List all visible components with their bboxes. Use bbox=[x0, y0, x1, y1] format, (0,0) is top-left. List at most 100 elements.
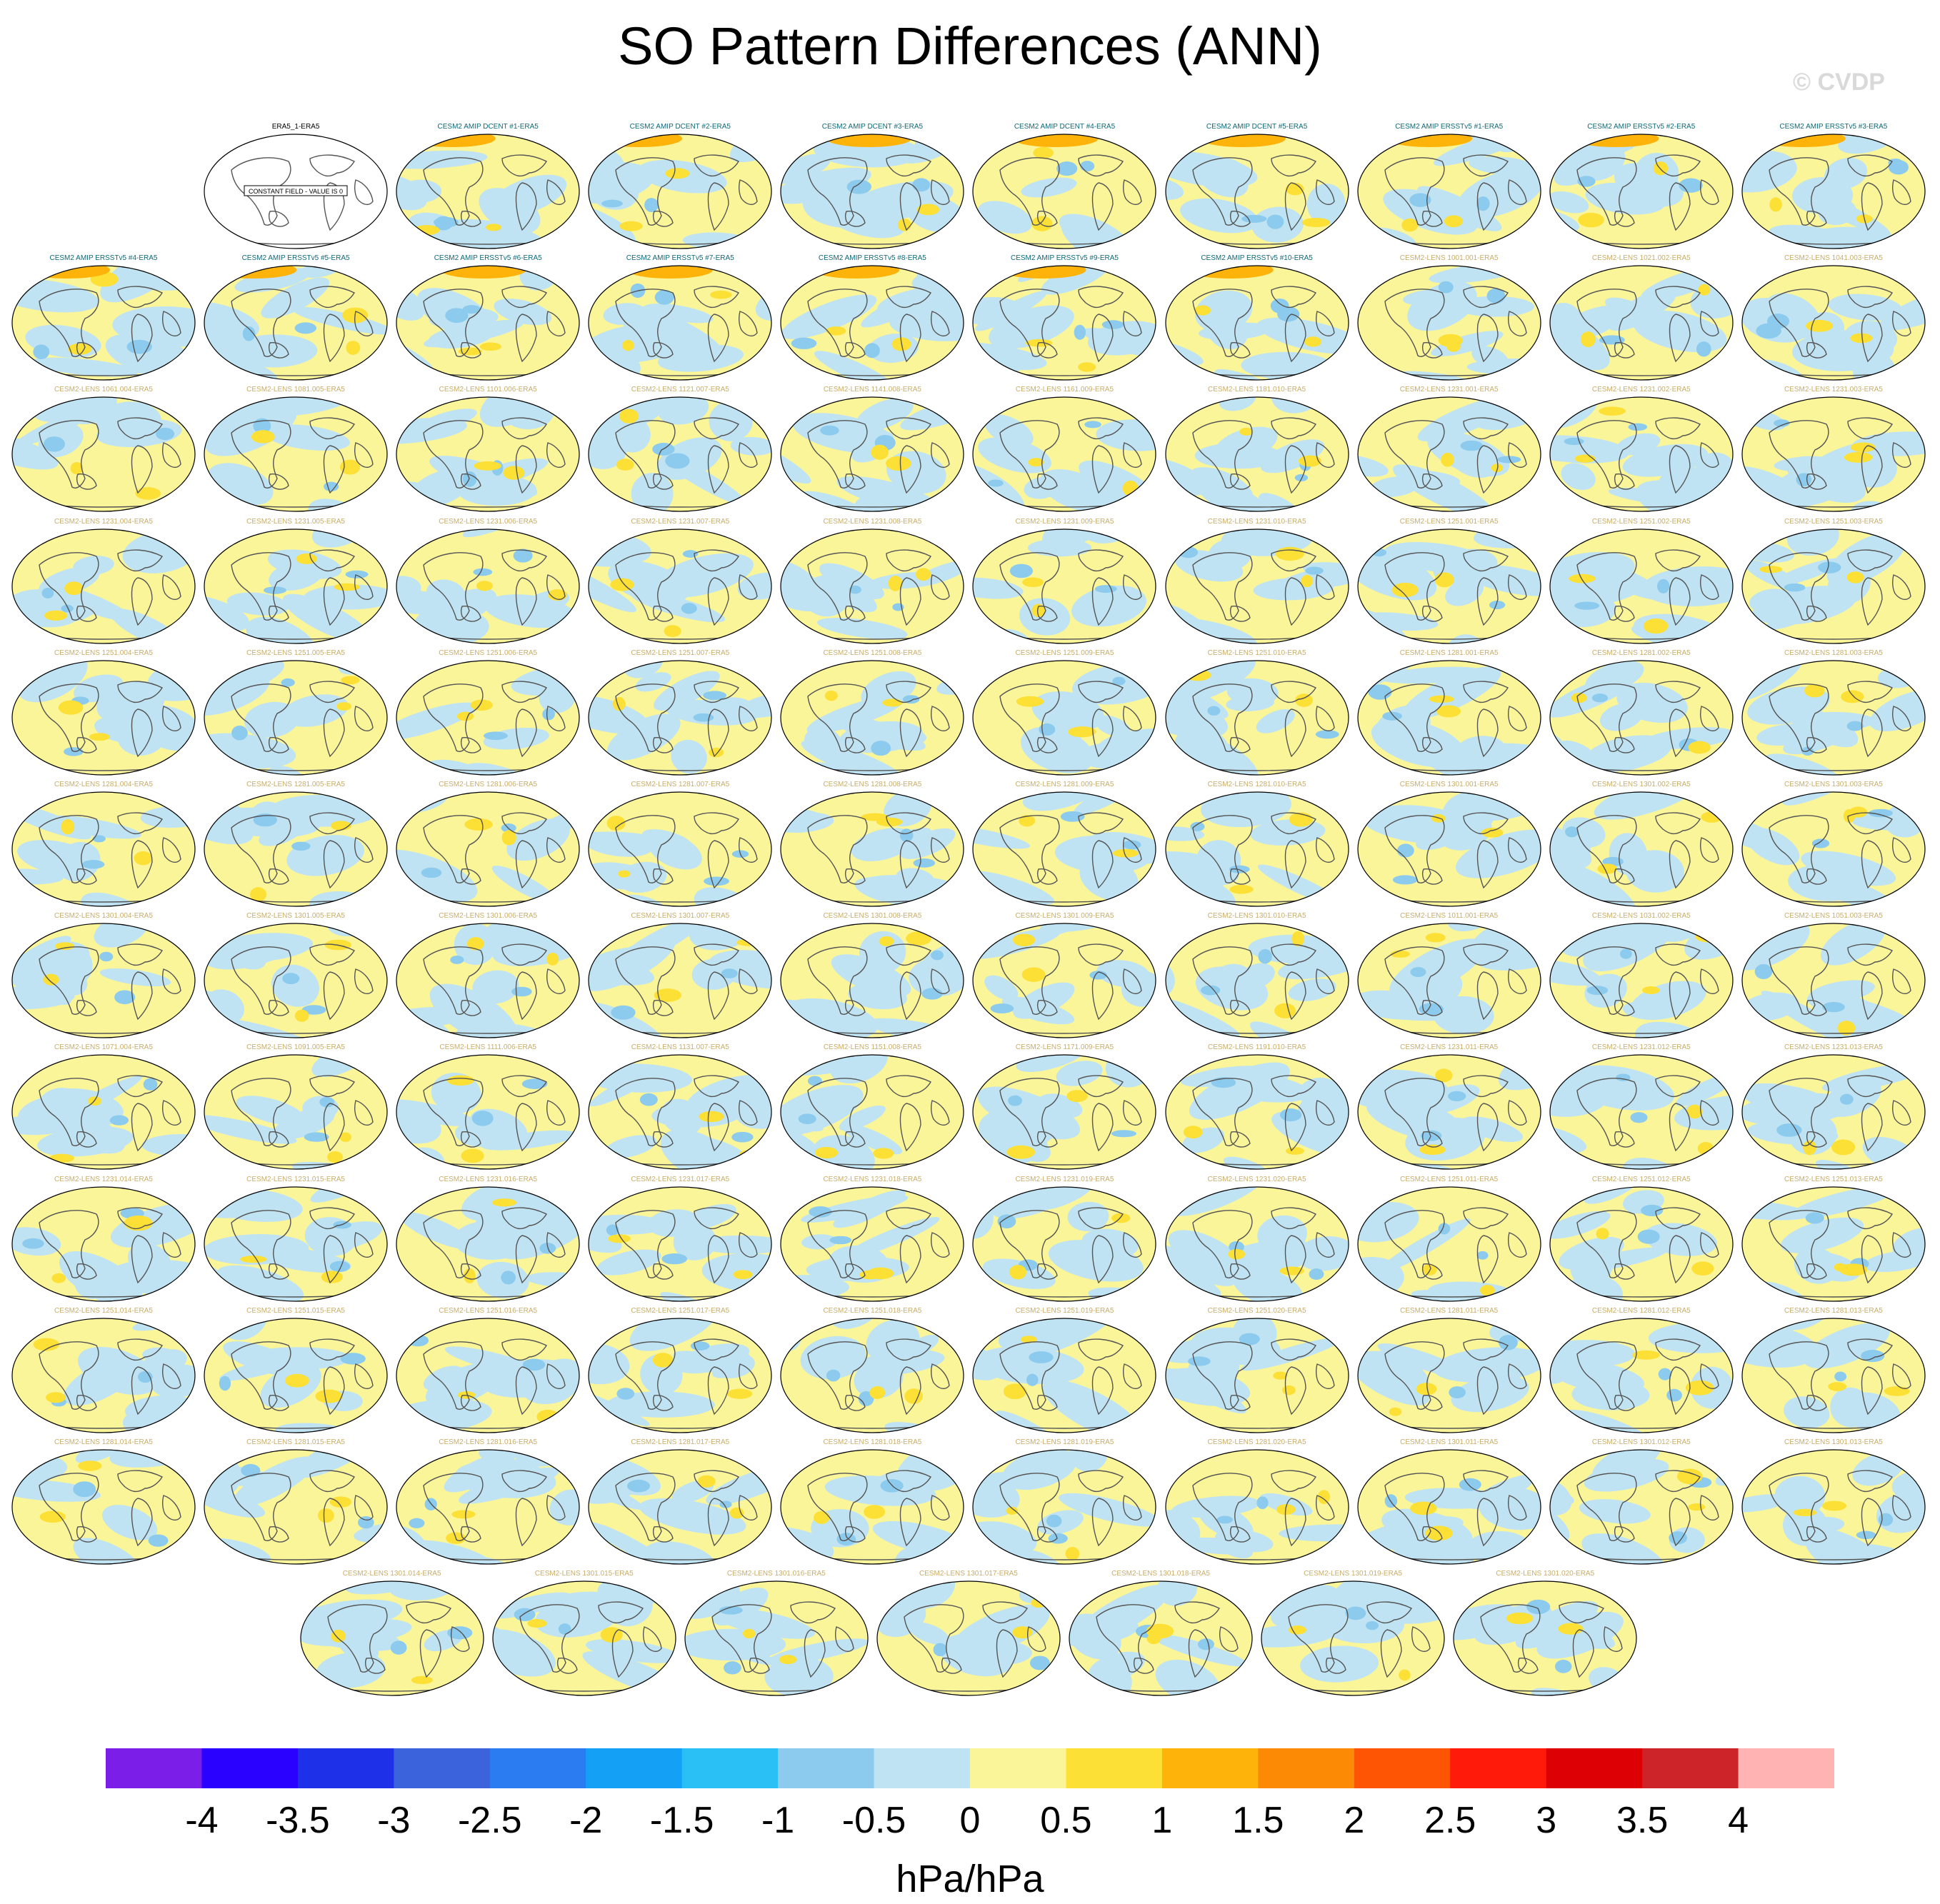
panel-title: CESM2 AMIP ERSSTv5 #2-ERA5 bbox=[1587, 123, 1696, 131]
anomaly-blob bbox=[1179, 198, 1259, 234]
anomaly-blob bbox=[1496, 456, 1521, 464]
globe-outline bbox=[588, 1054, 772, 1170]
anomaly-blob bbox=[644, 1541, 716, 1564]
coastline bbox=[1229, 211, 1251, 227]
map-globe bbox=[588, 396, 772, 512]
anomaly-blob bbox=[11, 588, 99, 625]
coastline bbox=[1847, 1075, 1893, 1098]
anomaly-blob bbox=[1228, 1248, 1245, 1260]
panel-title: CESM2-LENS 1181.010-ERA5 bbox=[1208, 386, 1306, 394]
anomaly-blob bbox=[1291, 931, 1304, 947]
coastline bbox=[1191, 1473, 1253, 1541]
coastline bbox=[546, 311, 566, 337]
coastline bbox=[1229, 868, 1251, 885]
panel-title: CESM2-LENS 1091.005-ERA5 bbox=[246, 1043, 345, 1052]
anomaly-blob bbox=[1381, 711, 1402, 721]
map-globe bbox=[780, 396, 964, 512]
coastline bbox=[900, 1103, 922, 1152]
panel-title: CESM2-LENS 1281.010-ERA5 bbox=[1207, 781, 1306, 788]
globe-outline bbox=[396, 1186, 580, 1302]
map-globe bbox=[588, 528, 772, 644]
globe-outline bbox=[1357, 1318, 1541, 1433]
coastline bbox=[76, 1263, 97, 1280]
anomaly-blob bbox=[68, 343, 92, 355]
anomaly-blob bbox=[522, 1369, 579, 1404]
panel-title: CESM2-LENS 1301.002-ERA5 bbox=[1591, 781, 1691, 788]
map-panel: CESM2-LENS 1251.011-ERA5 bbox=[1356, 1176, 1542, 1304]
note-box bbox=[244, 185, 348, 196]
globe-outline bbox=[780, 791, 964, 907]
globe-outline bbox=[1164, 1318, 1349, 1433]
cvdp-watermark: © CVDP bbox=[1793, 69, 1885, 96]
anomaly-blob bbox=[737, 572, 772, 600]
anomaly-blob bbox=[1586, 986, 1608, 996]
map-globe bbox=[11, 791, 196, 907]
anomaly-blob bbox=[546, 953, 559, 966]
coastline bbox=[1123, 573, 1143, 600]
coastline bbox=[546, 573, 566, 600]
map-panel: CESM2-LENS 1231.015-ERA5 bbox=[203, 1176, 389, 1304]
colorbar-tick-label: 1.5 bbox=[1232, 1800, 1284, 1841]
coastline bbox=[1891, 1495, 1911, 1521]
panel-title: CESM2-LENS 1231.012-ERA5 bbox=[1591, 1043, 1691, 1052]
anomaly-blob bbox=[338, 1633, 379, 1662]
map-panel: CESM2-LENS 1191.010-ERA5 bbox=[1164, 1043, 1350, 1172]
panel-title: CESM2-LENS 1301.019-ERA5 bbox=[1304, 1570, 1403, 1578]
coastline bbox=[1576, 289, 1637, 358]
globe-outline bbox=[1357, 528, 1541, 644]
coastline bbox=[1699, 573, 1719, 600]
coastline bbox=[845, 736, 866, 753]
anomaly-blob bbox=[344, 1317, 389, 1325]
map-panel: CESM2-LENS 1301.020-ERA5 bbox=[1452, 1570, 1638, 1698]
coastline bbox=[1096, 1604, 1156, 1673]
anomaly-blob bbox=[1844, 452, 1873, 464]
panel-title: CESM2-LENS 1251.018-ERA5 bbox=[823, 1306, 922, 1315]
globe-outline bbox=[588, 396, 772, 512]
map-globe bbox=[1164, 528, 1349, 644]
map-panel: CESM2-LENS 1281.014-ERA5 bbox=[11, 1438, 196, 1567]
coastline bbox=[1576, 157, 1637, 226]
anomaly-blob bbox=[58, 700, 84, 715]
coastline bbox=[1806, 1131, 1827, 1148]
anomaly-blob bbox=[861, 813, 889, 821]
anomaly-blob bbox=[1419, 1145, 1446, 1156]
anomaly-blob bbox=[1434, 571, 1454, 587]
colorbar-box bbox=[106, 1748, 202, 1788]
map-panel: CESM2 AMIP ERSSTv5 #2-ERA5 bbox=[1549, 123, 1734, 251]
anomaly-blob bbox=[991, 1003, 1014, 1014]
anomaly-blob bbox=[781, 154, 831, 184]
coastline bbox=[1847, 286, 1893, 309]
coastline bbox=[1384, 1341, 1445, 1410]
coastline bbox=[309, 681, 356, 703]
coastline bbox=[501, 154, 548, 177]
coastline bbox=[161, 968, 181, 995]
map-globe bbox=[396, 660, 580, 776]
coastline bbox=[615, 420, 676, 489]
map-globe bbox=[972, 528, 1157, 644]
anomaly-blob bbox=[73, 1538, 142, 1564]
map-globe bbox=[204, 660, 388, 776]
coastline bbox=[323, 314, 345, 363]
coastline bbox=[708, 314, 729, 363]
coastline bbox=[1614, 736, 1635, 753]
map-globe bbox=[11, 660, 196, 776]
globe-outline bbox=[1741, 134, 1926, 249]
coastline bbox=[739, 705, 759, 731]
coastline bbox=[611, 1629, 634, 1678]
map-panel: CESM2-LENS 1301.016-ERA5 bbox=[684, 1570, 869, 1698]
anomaly-blob bbox=[492, 1606, 536, 1660]
coastline bbox=[653, 868, 674, 885]
anomaly-blob bbox=[99, 410, 152, 425]
globe-outline bbox=[396, 923, 580, 1038]
globe-outline bbox=[588, 923, 772, 1038]
anomaly-blob bbox=[1079, 855, 1139, 901]
coastline bbox=[807, 289, 868, 358]
map-panel: CESM2-LENS 1301.013-ERA5 bbox=[1741, 1438, 1926, 1567]
anomaly-blob bbox=[1026, 1373, 1039, 1386]
anomaly-blob bbox=[825, 690, 839, 701]
anomaly-blob bbox=[304, 1132, 329, 1143]
anomaly-blob bbox=[1837, 1021, 1856, 1036]
coastline bbox=[1026, 1626, 1046, 1653]
coastline bbox=[1462, 943, 1509, 966]
map-globe bbox=[1261, 1580, 1445, 1696]
